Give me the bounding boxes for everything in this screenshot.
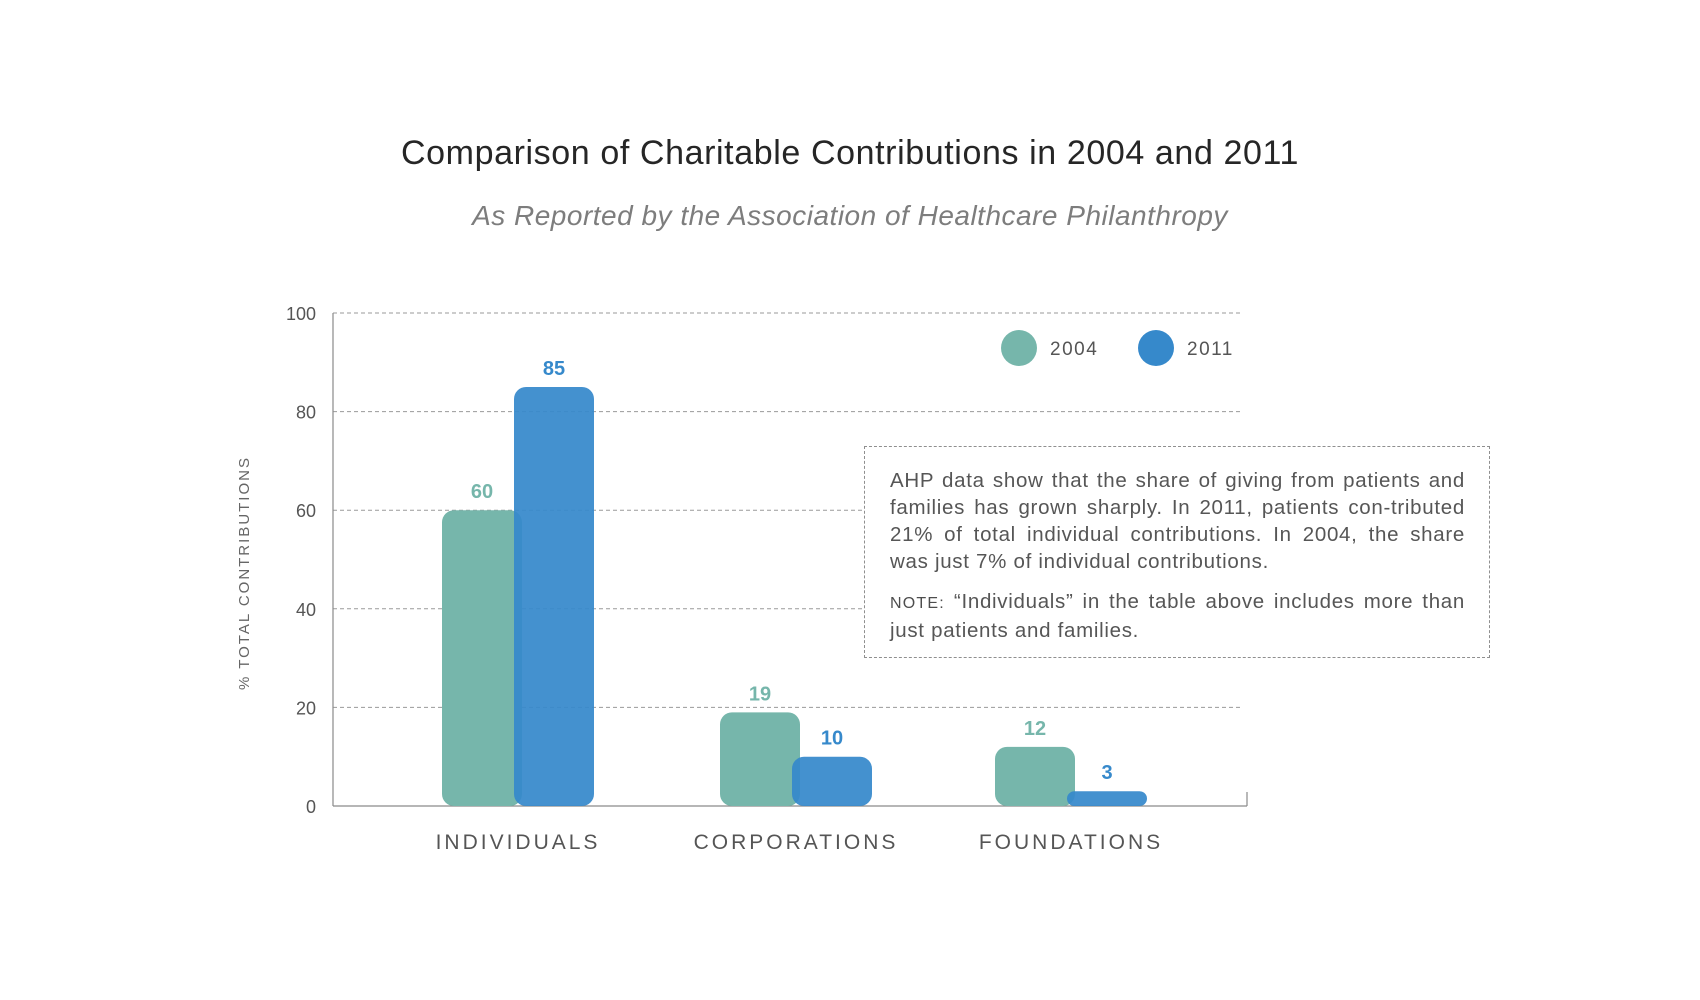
category-label-corporations: CORPORATIONS — [694, 831, 899, 854]
y-tick-label: 20 — [296, 698, 316, 718]
category-label-foundations: FOUNDATIONS — [979, 831, 1163, 854]
data-label-2011-foundations: 3 — [1101, 762, 1112, 784]
bar-2011-foundations — [1067, 791, 1147, 806]
bar-2004-foundations — [995, 746, 1075, 806]
bar-2011-individuals — [514, 386, 594, 806]
data-label-2004-corporations: 19 — [749, 683, 771, 705]
y-tick-labels: 0 20 40 60 80 100 — [286, 304, 316, 817]
note-line: NOTE: “Individuals” in the table above i… — [890, 588, 1465, 644]
note-label: NOTE: — [890, 595, 945, 612]
legend-swatch-2011 — [1138, 330, 1174, 366]
bars — [442, 386, 1147, 806]
category-labels: INDIVIDUALS CORPORATIONS FOUNDATIONS — [436, 831, 1163, 854]
note-box: AHP data show that the share of giving f… — [864, 446, 1490, 658]
category-label-individuals: INDIVIDUALS — [436, 831, 601, 854]
chart-title: Comparison of Charitable Contributions i… — [400, 134, 1300, 172]
y-tick-label: 60 — [296, 501, 316, 521]
bar-2011-corporations — [792, 756, 872, 806]
legend: 2004 2011 — [1001, 330, 1234, 366]
y-tick-label: 100 — [286, 304, 316, 324]
data-labels: 60 85 19 10 12 3 — [471, 358, 1113, 784]
legend-label-2004: 2004 — [1050, 339, 1098, 360]
y-axis-title: % TOTAL CONTRIBUTIONS — [236, 456, 253, 690]
data-label-2004-individuals: 60 — [471, 481, 493, 503]
y-tick-label: 40 — [296, 600, 316, 620]
bar-2004-corporations — [720, 712, 800, 806]
data-label-2011-corporations: 10 — [821, 728, 843, 750]
legend-label-2011: 2011 — [1187, 339, 1234, 360]
data-label-2011-individuals: 85 — [543, 358, 565, 380]
note-label-text: “Individuals” in the table above include… — [890, 590, 1465, 642]
legend-swatch-2004 — [1001, 330, 1037, 366]
bar-2004-individuals — [442, 510, 522, 806]
y-tick-label: 80 — [296, 403, 316, 423]
note-text: AHP data show that the share of giving f… — [890, 469, 1465, 573]
y-tick-label: 0 — [306, 797, 316, 817]
chart-subtitle: As Reported by the Association of Health… — [472, 200, 1228, 231]
data-label-2004-foundations: 12 — [1024, 718, 1046, 740]
